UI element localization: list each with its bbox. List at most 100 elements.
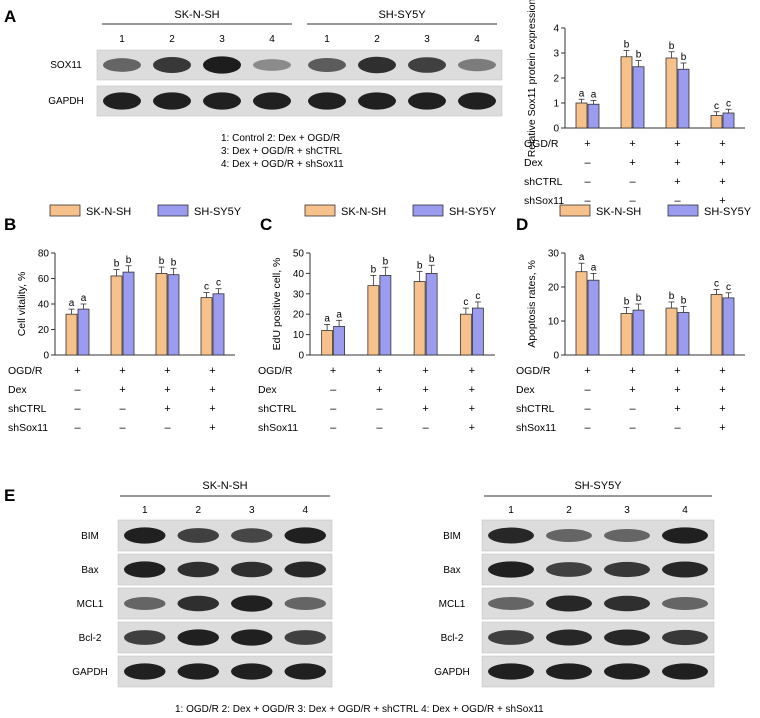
treatment-mark: – xyxy=(119,403,126,415)
blot-band xyxy=(203,56,241,74)
blot-band xyxy=(546,629,592,646)
treatment-mark: + xyxy=(584,365,590,377)
bar xyxy=(333,326,346,356)
significance-letter: c xyxy=(216,278,221,289)
y-tick-label: 40 xyxy=(38,300,50,311)
y-axis-label: EdU positive cell, % xyxy=(271,258,283,351)
blot-legend: 1: OGD/R 2: Dex + OGD/R 3: Dex + OGD/R +… xyxy=(175,704,544,715)
bar-chart-panel-b: B SK-N-SH SH-SY5Y 0 20 40 60 80 Cell vitality, %… xyxy=(4,204,242,434)
bar xyxy=(425,272,438,356)
blot-band xyxy=(458,92,496,110)
y-tick-label: 50 xyxy=(293,249,305,260)
cell-line-title: SH-SY5Y xyxy=(378,9,426,21)
treatment-label: shCTRL xyxy=(258,403,297,415)
y-tick-label: 20 xyxy=(293,310,305,321)
lane-number: 3 xyxy=(424,34,430,45)
blot-legend-line: 3: Dex + OGD/R + shCTRL xyxy=(221,146,343,157)
treatment-mark: + xyxy=(209,384,215,396)
treatment-mark: + xyxy=(422,384,428,396)
blot-band xyxy=(177,561,219,578)
lane-number: 1 xyxy=(508,505,514,516)
bar xyxy=(587,103,600,129)
treatment-mark: – xyxy=(584,384,591,396)
treatment-mark: – xyxy=(629,403,636,415)
legend-swatch xyxy=(412,204,444,217)
treatment-label: shSox11 xyxy=(258,422,298,434)
treatment-mark: + xyxy=(719,157,725,169)
significance-letter: a xyxy=(579,88,585,99)
blot-band xyxy=(662,629,708,646)
treatment-mark: + xyxy=(209,365,215,377)
lane-number: 1 xyxy=(142,505,148,516)
treatment-mark: – xyxy=(584,176,591,188)
blot-row-label: Bcl-2 xyxy=(441,633,464,644)
cell-line-title: SH-SY5Y xyxy=(574,480,622,492)
significance-letter: b xyxy=(669,291,675,302)
treatment-mark: + xyxy=(119,365,125,377)
bar xyxy=(722,297,735,356)
western-blot-panel-e: E SK-N-SH 1 2 3 4 BIM Bax MCL1 Bcl-2 GAPDH SH-SY5Y 1… xyxy=(4,480,715,715)
blot-band xyxy=(124,561,166,578)
treatment-mark: + xyxy=(629,384,635,396)
significance-letter: b xyxy=(114,259,120,270)
significance-letter: b xyxy=(636,50,642,61)
treatment-mark: + xyxy=(674,384,680,396)
treatment-label: Dex xyxy=(8,384,27,396)
lane-number: 2 xyxy=(169,34,175,45)
blot-band xyxy=(177,663,219,680)
treatment-mark: + xyxy=(719,176,725,188)
treatment-mark: + xyxy=(629,365,635,377)
western-blot-panel-a: A SK-N-SH 1 2 3 4 SH-SY5Y 1 2 3 4 SOX11 GAPDH 1: Cont… xyxy=(4,7,503,170)
blot-row-label: Bax xyxy=(81,565,98,576)
legend-label: SK-N-SH xyxy=(341,206,386,218)
blot-band xyxy=(284,597,326,610)
treatment-mark: – xyxy=(376,422,383,434)
treatment-mark: + xyxy=(584,138,590,150)
treatment-mark: + xyxy=(469,422,475,434)
panel-letter: C xyxy=(260,215,272,234)
treatment-mark: + xyxy=(469,403,475,415)
treatment-mark: + xyxy=(330,365,336,377)
y-tick-label: 20 xyxy=(548,283,560,294)
lane-number: 3 xyxy=(219,34,225,45)
treatment-mark: – xyxy=(376,403,383,415)
bar xyxy=(379,275,392,356)
treatment-label: Dex xyxy=(516,384,535,396)
bar xyxy=(200,297,213,356)
treatment-label: OGD/R xyxy=(8,365,43,377)
blot-band xyxy=(488,663,534,680)
blot-band xyxy=(231,561,273,578)
treatment-mark: – xyxy=(330,422,337,434)
treatment-label: shSox11 xyxy=(8,422,48,434)
significance-letter: b xyxy=(417,260,423,271)
blot-row-label: GAPDH xyxy=(48,96,84,107)
treatment-mark: – xyxy=(74,403,81,415)
blot-band xyxy=(253,59,291,71)
bar xyxy=(665,307,678,356)
legend-swatch xyxy=(559,204,591,217)
bar xyxy=(620,56,633,129)
significance-letter: c xyxy=(726,98,731,109)
treatment-mark: – xyxy=(629,195,636,207)
blot-row-label: MCL1 xyxy=(439,599,466,610)
bar xyxy=(632,66,645,129)
blot-row-label: SOX11 xyxy=(50,60,82,71)
y-tick-label: 80 xyxy=(38,249,50,260)
legend-label: SK-N-SH xyxy=(596,206,641,218)
panel-letter-e: E xyxy=(4,486,15,505)
legend-swatch xyxy=(304,204,336,217)
bar xyxy=(620,313,633,356)
treatment-mark: + xyxy=(164,403,170,415)
lane-number: 4 xyxy=(474,34,480,45)
treatment-mark: + xyxy=(376,384,382,396)
treatment-mark: + xyxy=(422,365,428,377)
blot-band xyxy=(546,663,592,680)
blot-band xyxy=(546,529,592,542)
y-tick-label: 20 xyxy=(38,325,50,336)
y-tick-label: 1 xyxy=(553,99,559,110)
blot-band xyxy=(308,57,346,73)
treatment-mark: – xyxy=(74,384,81,396)
treatment-mark: + xyxy=(469,365,475,377)
blot-band xyxy=(604,529,650,542)
